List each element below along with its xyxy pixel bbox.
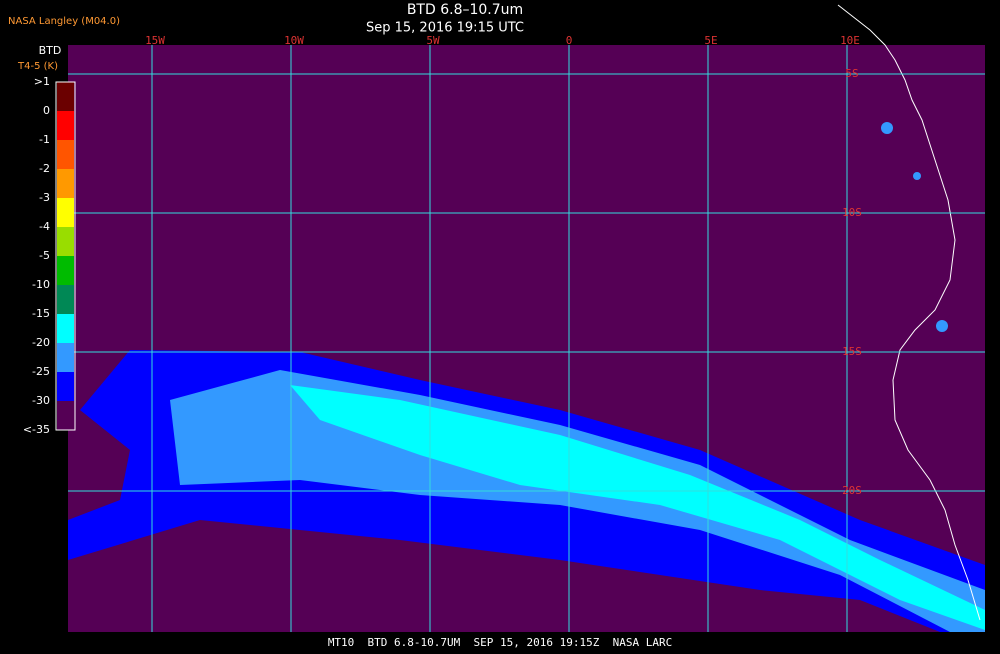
subtitle: Sep 15, 2016 19:15 UTC [366,21,524,36]
legend-label: -2 [39,162,50,175]
legend-label: -30 [32,394,50,407]
title: BTD 6.8–10.7um [407,2,523,18]
cloud-patch [881,122,893,134]
legend-label: -5 [39,249,50,262]
longitude-label: 10W [284,34,304,47]
longitude-label: 5E [704,34,717,47]
legend-label: 0 [43,104,50,117]
legend-swatch [57,227,74,256]
longitude-label: 0 [566,34,573,47]
legend-swatch [57,256,74,285]
legend-swatch [57,401,74,430]
legend-swatch [57,314,74,343]
latitude-label: 20S [842,484,862,497]
legend-swatch [57,343,74,372]
legend-swatch [57,82,74,111]
coastline [837,4,981,621]
legend-swatch [57,372,74,401]
legend-swatch [57,285,74,314]
legend-unit: T4-5 (K) [17,61,58,72]
legend: >1 0 -1 -2 -3 -4 -5 -10 -15 -20 -25 -30 <-35 [23,75,76,436]
legend-swatch [57,111,74,140]
footer: MT10 BTD 6.8-10.7UM SEP 15, 2016 19:15Z … [328,636,672,649]
legend-swatch [57,169,74,198]
cloud-patch [913,172,921,180]
plume-cyan [290,385,985,630]
legend-label: <-35 [23,423,50,436]
source-label: NASA Langley (M04.0) [8,16,120,27]
latitude-label: 10S [842,206,862,219]
legend-label: -3 [39,191,50,204]
legend-title: BTD [39,44,62,57]
legend-label: -4 [39,220,50,233]
legend-frame [55,81,76,431]
longitude-label: 10E [840,34,860,47]
longitude-label: 5W [426,34,440,47]
legend-label: -1 [39,133,50,146]
legend-label: -15 [32,307,50,320]
legend-label: -10 [32,278,50,291]
latitude-label: 15S [842,345,862,358]
legend-label: -25 [32,365,50,378]
legend-label: -20 [32,336,50,349]
legend-label: >1 [34,75,50,88]
longitude-label: 15W [145,34,165,47]
graticule [68,45,985,632]
cloud-patch [936,320,948,332]
legend-swatch [57,198,74,227]
latitude-label: 5S [845,67,858,80]
legend-swatch [57,140,74,169]
